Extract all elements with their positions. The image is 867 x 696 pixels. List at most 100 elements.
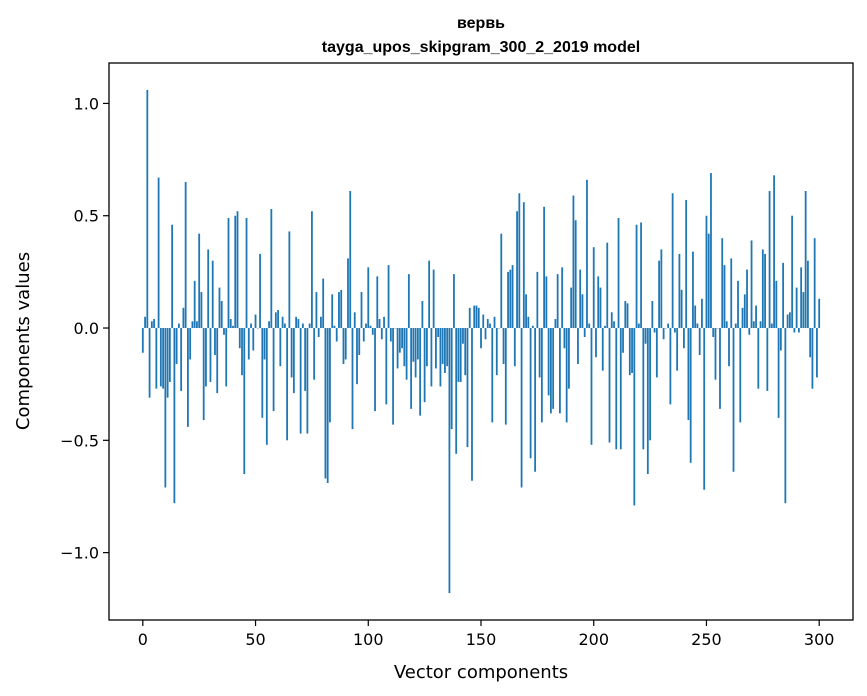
- bar-292: [800, 267, 803, 329]
- x-tick-label: 150: [466, 630, 497, 649]
- bar-286: [786, 314, 789, 329]
- bar-274: [759, 321, 762, 329]
- bar-139: [455, 328, 458, 454]
- bar-31: [211, 260, 214, 329]
- bar-70: [299, 328, 302, 434]
- bar-223: [644, 328, 647, 344]
- bar-224: [646, 328, 649, 475]
- bar-20: [187, 328, 189, 427]
- bar-156: [493, 316, 496, 329]
- bar-238: [678, 253, 681, 329]
- bar-63: [283, 323, 286, 329]
- bar-87: [338, 292, 340, 329]
- bar-6: [155, 328, 158, 389]
- bar-121: [414, 328, 417, 378]
- bar-73: [306, 328, 309, 434]
- bar-64: [286, 328, 289, 441]
- bar-198: [588, 323, 591, 329]
- bar-239: [680, 289, 683, 329]
- bar-74: [308, 323, 311, 329]
- bar-56: [268, 321, 270, 329]
- bar-66: [290, 328, 293, 378]
- bar-34: [218, 287, 221, 329]
- bar-84: [331, 294, 334, 329]
- bar-199: [590, 328, 593, 445]
- y-axis-label: Components values: [13, 252, 34, 430]
- bar-140: [457, 328, 460, 382]
- bar-237: [676, 328, 679, 371]
- bar-294: [804, 191, 807, 329]
- bar-10: [164, 328, 167, 488]
- bar-69: [297, 319, 300, 329]
- bar-207: [608, 328, 611, 443]
- bar-23: [193, 280, 196, 329]
- bar-283: [779, 328, 782, 351]
- bar-85: [333, 325, 336, 329]
- bar-106: [380, 328, 383, 340]
- bar-201: [595, 328, 597, 358]
- bar-143: [464, 328, 467, 376]
- bar-101: [369, 325, 372, 329]
- bar-97: [360, 292, 363, 329]
- x-axis-ticks: 0 50 100 150 200 250 300: [138, 620, 834, 649]
- bar-236: [673, 328, 676, 333]
- bar-94: [353, 312, 356, 329]
- bar-40: [232, 325, 234, 329]
- bar-72: [304, 328, 307, 391]
- bar-17: [180, 328, 183, 391]
- bar-167: [518, 193, 521, 329]
- bar-253: [712, 328, 715, 337]
- bar-300: [818, 298, 821, 329]
- bar-177: [540, 328, 543, 423]
- bar-28: [205, 328, 207, 387]
- bar-21: [189, 328, 192, 360]
- bar-32: [214, 328, 216, 355]
- bar-291: [797, 328, 800, 333]
- bar-95: [356, 328, 358, 385]
- bar-38: [227, 217, 230, 329]
- bar-218: [633, 328, 636, 506]
- bar-61: [279, 328, 282, 367]
- bar-131: [437, 328, 440, 337]
- bar-222: [642, 328, 645, 450]
- bar-162: [507, 271, 509, 329]
- bar-7: [157, 177, 160, 329]
- bar-60: [277, 310, 279, 329]
- bar-267: [743, 294, 746, 329]
- bar-16: [177, 323, 180, 329]
- bar-137: [450, 328, 453, 430]
- bar-122: [416, 328, 419, 360]
- bar-281: [775, 280, 778, 329]
- bar-96: [358, 328, 361, 355]
- bar-35: [220, 301, 223, 329]
- bar-86: [335, 328, 338, 342]
- bar-119: [410, 328, 413, 409]
- bar-226: [651, 301, 654, 329]
- bar-258: [723, 265, 726, 329]
- bar-110: [389, 328, 392, 342]
- bar-247: [698, 328, 701, 355]
- x-tick-label: 0: [138, 630, 148, 649]
- bar-2: [146, 89, 149, 329]
- bar-193: [577, 328, 579, 364]
- bars-group: [141, 89, 821, 594]
- bar-205: [604, 325, 606, 329]
- bar-241: [685, 200, 688, 329]
- x-tick-label: 100: [353, 630, 384, 649]
- bar-252: [710, 173, 712, 329]
- bar-188: [565, 328, 568, 423]
- bar-271: [752, 321, 755, 329]
- bar-194: [579, 269, 582, 329]
- bar-244: [692, 251, 694, 329]
- bar-230: [660, 249, 663, 329]
- bar-183: [554, 319, 557, 329]
- bar-282: [777, 328, 780, 418]
- bar-83: [329, 328, 331, 423]
- bar-269: [748, 328, 751, 335]
- bar-297: [811, 328, 814, 389]
- bar-150: [480, 328, 482, 349]
- bar-89: [342, 328, 345, 364]
- bar-268: [746, 269, 748, 329]
- bar-263: [734, 323, 737, 329]
- bar-191: [572, 195, 575, 329]
